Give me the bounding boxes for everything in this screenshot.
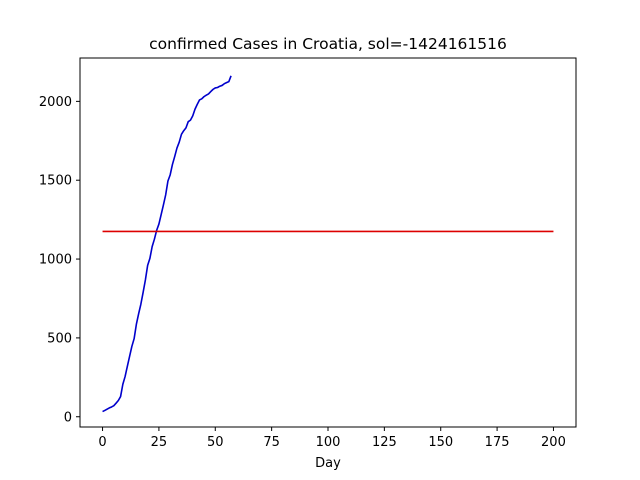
y-tick-label: 2000	[39, 95, 72, 110]
x-tick-label: 175	[485, 435, 510, 450]
x-tick-label: 125	[372, 435, 397, 450]
x-axis-ticks: 0 25 50 75 100 125 150 175 200	[98, 427, 566, 450]
x-tick-label: 150	[428, 435, 453, 450]
y-tick-label: 1500	[39, 174, 72, 189]
series-line-1	[102, 75, 232, 413]
y-tick-label: 0	[64, 410, 72, 425]
plot-frame	[79, 57, 577, 428]
y-tick-label: 500	[47, 331, 72, 346]
x-tick-label: 75	[263, 435, 280, 450]
x-tick-label: 50	[207, 435, 224, 450]
x-axis-label: Day	[315, 456, 341, 471]
y-tick-label: 1000	[39, 253, 72, 268]
y-axis-ticks: 0 500 1000 1500 2000	[39, 95, 80, 425]
x-tick-label: 25	[151, 435, 168, 450]
x-tick-label: 100	[316, 435, 341, 450]
chart-title: confirmed Cases in Croatia, sol=-1424161…	[149, 35, 507, 53]
x-tick-label: 200	[541, 435, 566, 450]
x-tick-label: 0	[98, 435, 106, 450]
plot-lines	[102, 75, 554, 413]
